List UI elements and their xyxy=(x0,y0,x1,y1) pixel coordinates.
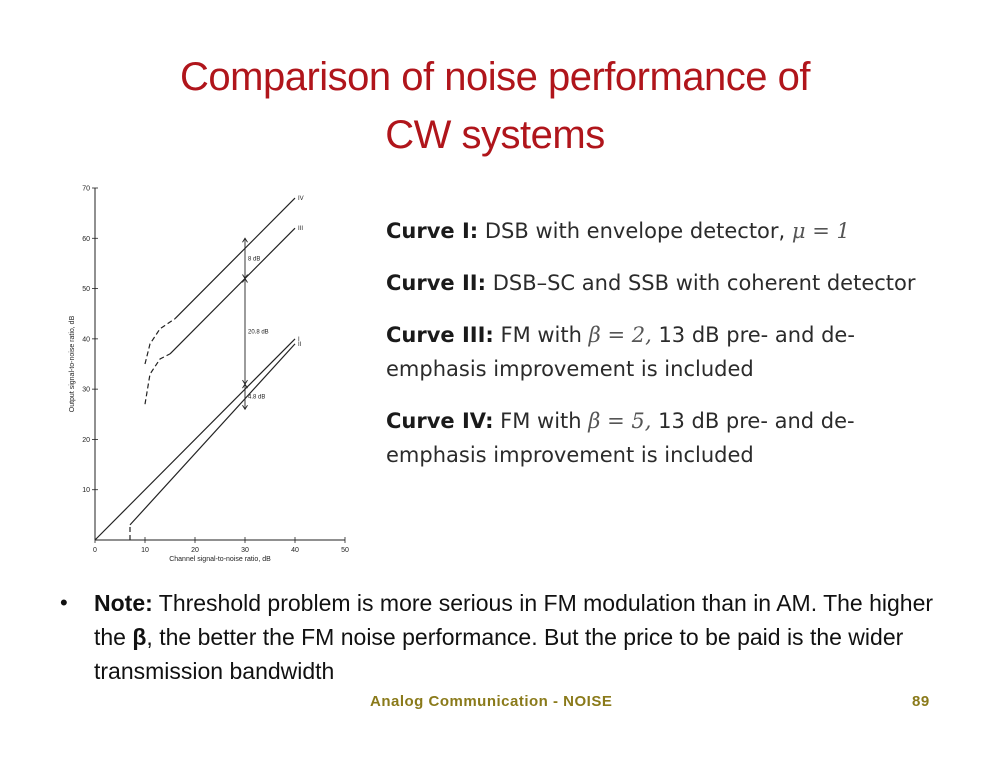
curve-math: μ = 1 xyxy=(791,219,850,243)
curve-iii-label: III xyxy=(298,226,303,232)
curve-i-line xyxy=(94,338,296,541)
curve-iv-line xyxy=(174,197,296,320)
note-body: Note: Threshold problem is more serious … xyxy=(94,586,940,688)
note-text-2: , the better the FM noise performance. B… xyxy=(94,624,904,684)
annotation-arrow-head xyxy=(242,405,248,411)
curve-description: Curve IV: FM with β = 5, 13 dB pre- and … xyxy=(386,404,926,472)
note-label: Note: xyxy=(94,590,153,616)
curve-i-label: I xyxy=(298,337,300,343)
note-beta: β xyxy=(132,624,147,650)
curve-label: Curve I: xyxy=(386,219,479,243)
slide-title: Comparison of noise performance of CW sy… xyxy=(0,48,990,164)
annotation-label: 20.8 dB xyxy=(248,329,269,335)
x-tick-label: 20 xyxy=(191,547,199,554)
chart-annotations: 8 dB 20.8 dB 4.8 dB xyxy=(242,237,269,411)
curve-text: DSB–SC and SSB with coherent detector xyxy=(492,271,916,295)
curve-iv-dashed xyxy=(144,318,176,365)
y-tick-label: 30 xyxy=(82,387,90,394)
curve-label: Curve III: xyxy=(386,323,494,347)
curve-legend: Curve I: DSB with envelope detector, μ =… xyxy=(386,214,926,490)
y-axis-label: Output signal-to-noise ratio, dB xyxy=(69,315,76,412)
curve-description: Curve I: DSB with envelope detector, μ =… xyxy=(386,214,926,248)
page-number: 89 xyxy=(912,693,930,710)
annotation-arrow-head xyxy=(242,277,248,283)
curve-iv-label: IV xyxy=(298,196,304,202)
annotation-label: 8 dB xyxy=(248,256,260,262)
annotation-arrow-head xyxy=(242,237,248,243)
bullet-icon: • xyxy=(60,590,68,615)
curve-iii-line xyxy=(169,227,296,355)
y-tick-label: 20 xyxy=(82,437,90,444)
curve-text: FM with xyxy=(500,409,582,433)
curve-rest: 13 dB pre- and de-emphasis improvement i… xyxy=(386,323,855,381)
curve-rest: 13 dB pre- and de-emphasis improvement i… xyxy=(386,409,855,467)
y-tick-label: 10 xyxy=(82,487,90,494)
y-tick-label: 40 xyxy=(82,336,90,343)
curve-text: FM with xyxy=(500,323,582,347)
curve-text: DSB with envelope detector, xyxy=(484,219,786,243)
x-tick-label: 40 xyxy=(291,547,299,554)
x-axis-label: Channel signal-to-noise ratio, dB xyxy=(169,556,271,563)
curve-ii-label: II xyxy=(298,342,302,348)
x-tick-label: 30 xyxy=(241,547,249,554)
title-line-2: CW systems xyxy=(385,113,605,157)
footer-title: Analog Communication - NOISE xyxy=(370,693,613,710)
x-tick-label: 10 xyxy=(141,547,149,554)
curve-description: Curve II: DSB–SC and SSB with coherent d… xyxy=(386,266,926,300)
title-line-1: Comparison of noise performance of xyxy=(180,55,811,99)
x-tick-label: 50 xyxy=(341,547,349,554)
curve-ii-line xyxy=(129,343,296,526)
curve-label: Curve II: xyxy=(386,271,486,295)
x-tick-label: 0 xyxy=(93,547,97,554)
y-tick-label: 70 xyxy=(82,186,90,193)
y-tick-label: 60 xyxy=(82,236,90,243)
annotation-label: 4.8 dB xyxy=(248,395,265,401)
note-text-1: Threshold problem is more serious in FM … xyxy=(94,590,934,650)
curve-math: β = 5, xyxy=(588,409,652,433)
curve-description: Curve III: FM with β = 2, 13 dB pre- and… xyxy=(386,318,926,386)
y-tick-label: 50 xyxy=(82,286,90,293)
curve-math: β = 2, xyxy=(588,323,652,347)
chart-ticks: 0 10 20 30 40 50 10 20 30 40 50 60 70 xyxy=(82,186,349,555)
annotation-arrow-head xyxy=(242,383,248,389)
note-block: • Note: Threshold problem is more seriou… xyxy=(60,586,940,688)
chart-axes xyxy=(94,188,345,541)
curve-iii-dashed xyxy=(144,353,171,405)
curve-label: Curve IV: xyxy=(386,409,494,433)
